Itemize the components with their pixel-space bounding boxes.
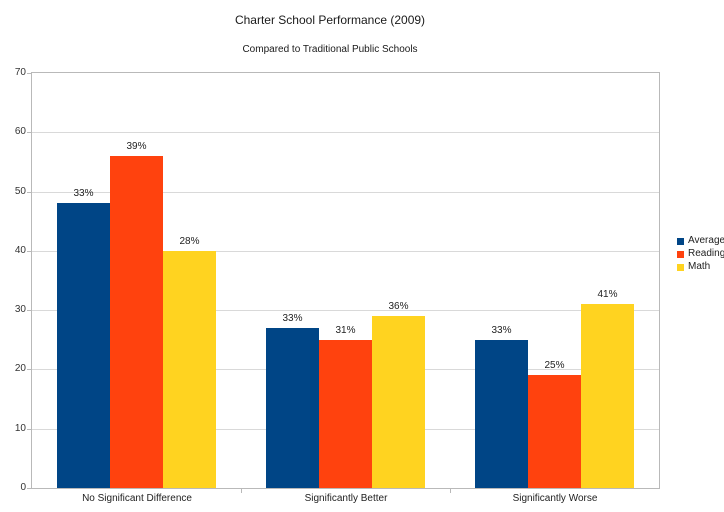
bar-reading-1 [110,156,163,488]
bar-math-3 [581,304,634,488]
gridline-30 [32,310,659,311]
x-axis-category-label: No Significant Difference [82,493,192,504]
legend-item-reading: Reading [677,249,724,259]
x-axis-tick [241,489,242,493]
gridline-40 [32,251,659,252]
legend-label: Average [688,235,724,246]
y-axis-tick-0 [27,488,31,489]
plot-area: 33% 39% 28% 33% 31% 36% 33% 25% 41% [31,72,660,489]
y-axis-tick-30 [27,310,31,311]
gridline-50 [32,192,659,193]
bar-average-2 [266,328,319,488]
y-axis-label-10: 10 [14,423,26,434]
bar-label-reading-2: 31% [335,325,356,336]
bar-label-average-3: 33% [491,325,512,336]
bar-label-math-1: 28% [179,236,200,247]
y-axis-tick-70 [27,73,31,74]
y-axis-tick-40 [27,251,31,252]
x-axis-category-label: Significantly Worse [512,493,598,504]
y-axis-tick-20 [27,369,31,370]
bar-label-reading-3: 25% [544,360,565,371]
x-axis-category-label: Significantly Better [304,493,388,504]
bar-label-math-3: 41% [597,289,618,300]
x-axis-tick [450,489,451,493]
bar-average-3 [475,340,528,488]
chart-title: Charter School Performance (2009) [234,13,426,27]
bar-label-average-2: 33% [282,313,303,324]
y-axis-tick-60 [27,132,31,133]
bar-average-1 [57,203,110,488]
bar-label-math-2: 36% [388,301,409,312]
y-axis-label-40: 40 [14,245,26,256]
y-axis-label-50: 50 [14,186,26,197]
y-axis-label-70: 70 [14,67,26,78]
legend-item-average: Average [677,236,724,246]
legend-label: Reading [688,248,724,259]
bar-reading-2 [319,340,372,488]
legend: Average Reading Math [677,236,724,275]
chart-subtitle: Compared to Traditional Public Schools [242,44,418,55]
bar-math-2 [372,316,425,488]
bar-reading-3 [528,375,581,488]
legend-swatch-icon [677,250,684,258]
y-axis-label-60: 60 [14,126,26,137]
gridline-60 [32,132,659,133]
y-axis-label-20: 20 [14,363,26,374]
y-axis-tick-50 [27,192,31,193]
bar-label-reading-1: 39% [126,141,147,152]
y-axis-label-0: 0 [20,482,26,493]
legend-label: Math [688,261,711,272]
bar-label-average-1: 33% [73,188,94,199]
legend-swatch-icon [677,263,684,271]
legend-swatch-icon [677,237,684,245]
bar-math-1 [163,251,216,488]
y-axis-tick-10 [27,429,31,430]
legend-item-math: Math [677,262,724,272]
y-axis-label-30: 30 [14,304,26,315]
